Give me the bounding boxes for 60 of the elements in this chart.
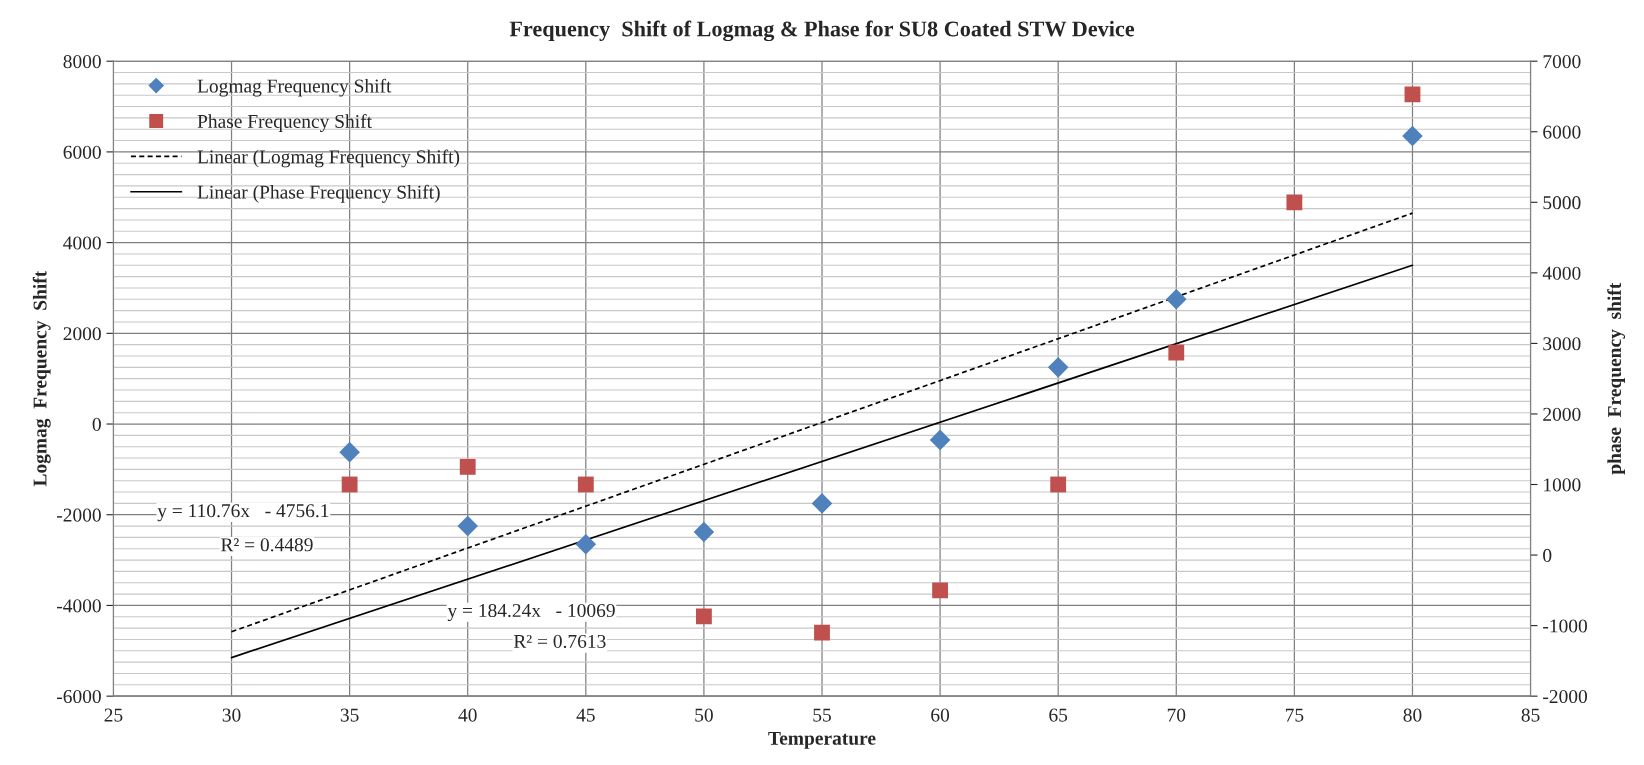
x-tick-label: 75 — [1285, 708, 1304, 722]
point — [341, 476, 358, 493]
annotation: y = 184.24x - 10069 — [447, 603, 615, 622]
x-tick-label: 35 — [340, 708, 359, 722]
annotation: R² = 0.4489 — [221, 538, 313, 552]
y2-tick-label: -1000 — [1543, 619, 1587, 633]
x-tick-label: 50 — [695, 708, 713, 722]
y-axis-title: Logmag Frequency Shift — [32, 270, 51, 487]
point — [693, 521, 715, 543]
y-tick-label: 4000 — [63, 236, 101, 250]
x-tick-label: 25 — [104, 708, 123, 722]
point — [811, 493, 833, 514]
point — [1286, 194, 1303, 211]
y2-tick-label: 1000 — [1544, 478, 1581, 492]
x-tick-label: 70 — [1167, 708, 1186, 722]
point — [929, 429, 951, 451]
point — [814, 624, 830, 641]
point — [575, 533, 597, 555]
y2-tick-label: 0 — [1543, 548, 1552, 562]
y2-tick-label: 6000 — [1543, 125, 1581, 139]
y-tick-label: -6000 — [56, 689, 101, 704]
y-tick-label: 2000 — [63, 327, 101, 341]
x-axis-title: Temperature — [768, 731, 876, 749]
legend-label: Logmag Frequency Shift — [197, 78, 392, 97]
x-tick-label: 65 — [1049, 708, 1068, 722]
y2-tick-label: 5000 — [1543, 196, 1581, 210]
legend-label: Phase Frequency Shift — [197, 114, 372, 132]
y2-axis-title: phase Frequency shift — [1607, 282, 1626, 475]
point — [339, 441, 360, 463]
annotation: R² = 0.7613 — [513, 634, 606, 649]
x-tick-label: 55 — [813, 708, 831, 722]
point — [1165, 289, 1187, 310]
x-tick-label: 60 — [931, 708, 950, 722]
point — [459, 458, 476, 475]
point — [1047, 357, 1069, 378]
x-tick-label: 30 — [222, 708, 241, 722]
y-tick-label: 8000 — [63, 55, 101, 69]
point — [457, 515, 479, 537]
y2-tick-label: 7000 — [1543, 55, 1581, 69]
annotation: y = 110.76x - 4756.1 — [157, 504, 329, 522]
y-tick-label: -2000 — [56, 508, 101, 522]
x-tick-label: 40 — [458, 708, 477, 722]
y2-tick-label: -2000 — [1543, 689, 1587, 704]
point — [932, 582, 949, 599]
y2-tick-label: 4000 — [1542, 266, 1581, 280]
point — [1402, 125, 1423, 147]
y2-tick-label: 2000 — [1543, 407, 1581, 421]
x-tick-label: 80 — [1403, 708, 1422, 722]
y-tick-label: 6000 — [63, 145, 101, 159]
x-tick-label: 45 — [576, 708, 595, 722]
point — [1404, 86, 1421, 103]
point — [1168, 344, 1185, 361]
point — [1050, 476, 1067, 493]
y2-tick-label: 3000 — [1543, 337, 1581, 351]
chart-title: Frequency Shift of Logmag & Phase for SU8 Coated STW Device — [509, 20, 1135, 42]
y-tick-label: -4000 — [56, 599, 101, 613]
point — [577, 476, 594, 493]
point — [695, 608, 712, 625]
y-tick-label: 0 — [92, 417, 101, 431]
x-tick-label: 85 — [1521, 708, 1540, 722]
